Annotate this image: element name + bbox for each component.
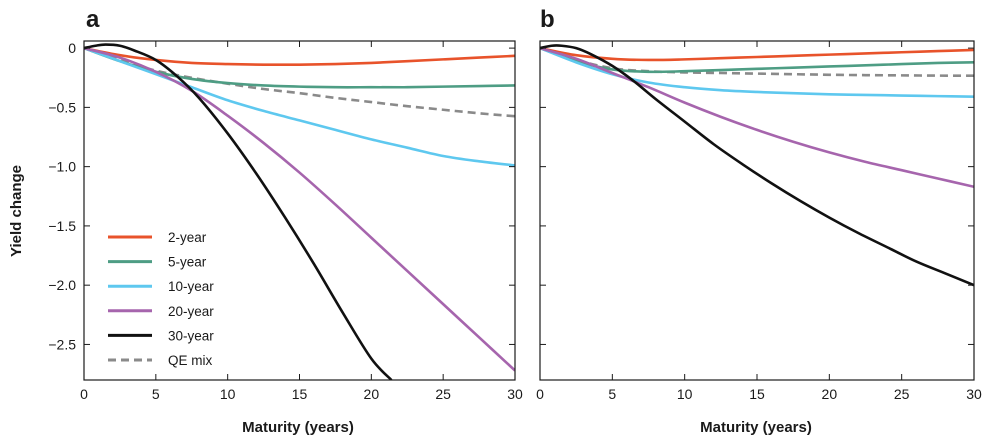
panel-b-series: [540, 44, 974, 287]
legend-label-qe-mix: QE mix: [168, 353, 213, 368]
legend-item-2-year: 2-year: [108, 230, 207, 245]
panel-a-x-tick-label: 25: [435, 386, 451, 402]
legend-label-5-year: 5-year: [168, 255, 207, 270]
panel-a-line-qe-mix: [84, 46, 515, 118]
legend-label-30-year: 30-year: [168, 328, 214, 343]
panel-b-x-tick-label: 15: [749, 386, 765, 402]
panel-a-x-axis-title: Maturity (years): [242, 419, 354, 436]
y-axis-title: Yield change: [8, 165, 25, 257]
panel-b-line-5-year: [540, 46, 974, 74]
legend-label-20-year: 20-year: [168, 304, 214, 319]
panel-b-x-tick-label: 20: [822, 386, 838, 402]
legend-item-5-year: 5-year: [108, 255, 207, 270]
legend: 2-year 5-year 10-year 20-year 30-year QE mix: [108, 230, 214, 368]
panel-a-y-tick-label: −0.5: [48, 99, 76, 115]
panel-a-y-tick-label: −2.5: [48, 336, 76, 352]
panel-a-line-30-year: [84, 43, 393, 380]
legend-label-2-year: 2-year: [168, 230, 207, 245]
panel-b-x-axis-title: Maturity (years): [700, 419, 812, 436]
panel-a-x-tick-label: 15: [292, 386, 308, 402]
panel-b-line-qe-mix: [540, 46, 974, 78]
panel-a-frame: [83, 40, 516, 381]
panel-b-line-20-year: [540, 46, 974, 189]
panel-b-x-tick-label: 25: [894, 386, 910, 402]
panel-b-plot-area: 0 5 10 15 20 25 30: [536, 40, 982, 402]
panel-b-line-30-year: [540, 44, 974, 287]
panel-b-x-tick-label: 5: [608, 386, 616, 402]
legend-item-10-year: 10-year: [108, 279, 214, 294]
panel-a-x-tick-label: 5: [152, 386, 160, 402]
panel-a-label: a: [86, 6, 100, 33]
panel-b: b 0 5 10 15 20 25 30 Maturity (years): [536, 6, 982, 436]
panel-a-plot-area: 0 5 10 15 20 25 30 0 −0.5 −1.0 −1.5 −2.0 −2.5: [48, 40, 523, 402]
legend-label-10-year: 10-year: [168, 279, 214, 294]
panel-a-line-10-year: [84, 46, 515, 167]
panel-b-line-10-year: [540, 46, 974, 99]
panel-b-line-2-year: [540, 46, 974, 62]
panel-b-x-tick-label: 10: [677, 386, 693, 402]
panel-a-y-tick-label: −1.5: [48, 218, 76, 234]
legend-item-20-year: 20-year: [108, 304, 214, 319]
legend-item-30-year: 30-year: [108, 328, 214, 343]
panel-a-y-tick-label: −2.0: [48, 277, 76, 293]
panel-b-label: b: [540, 6, 555, 33]
panel-b-x-tick-label: 0: [536, 386, 544, 402]
panel-a-y-tick-label: −1.0: [48, 159, 76, 175]
panel-a-y-tick-label: 0: [68, 40, 76, 56]
panel-a-x-tick-label: 10: [220, 386, 236, 402]
panel-a-line-20-year: [84, 46, 515, 372]
panel-a-series: [84, 43, 515, 380]
panel-a: a 0 5 10 15 20 25 30 0 −0.5 −1.0 −1.5 −2.0 −2.5 Matu…: [8, 6, 523, 436]
panel-b-x-tick-label: 30: [966, 386, 982, 402]
legend-item-qe-mix: QE mix: [108, 353, 213, 368]
panel-a-x-tick-label: 0: [80, 386, 88, 402]
panel-a-x-tick-label: 30: [507, 386, 523, 402]
panel-a-x-tick-label: 20: [364, 386, 380, 402]
